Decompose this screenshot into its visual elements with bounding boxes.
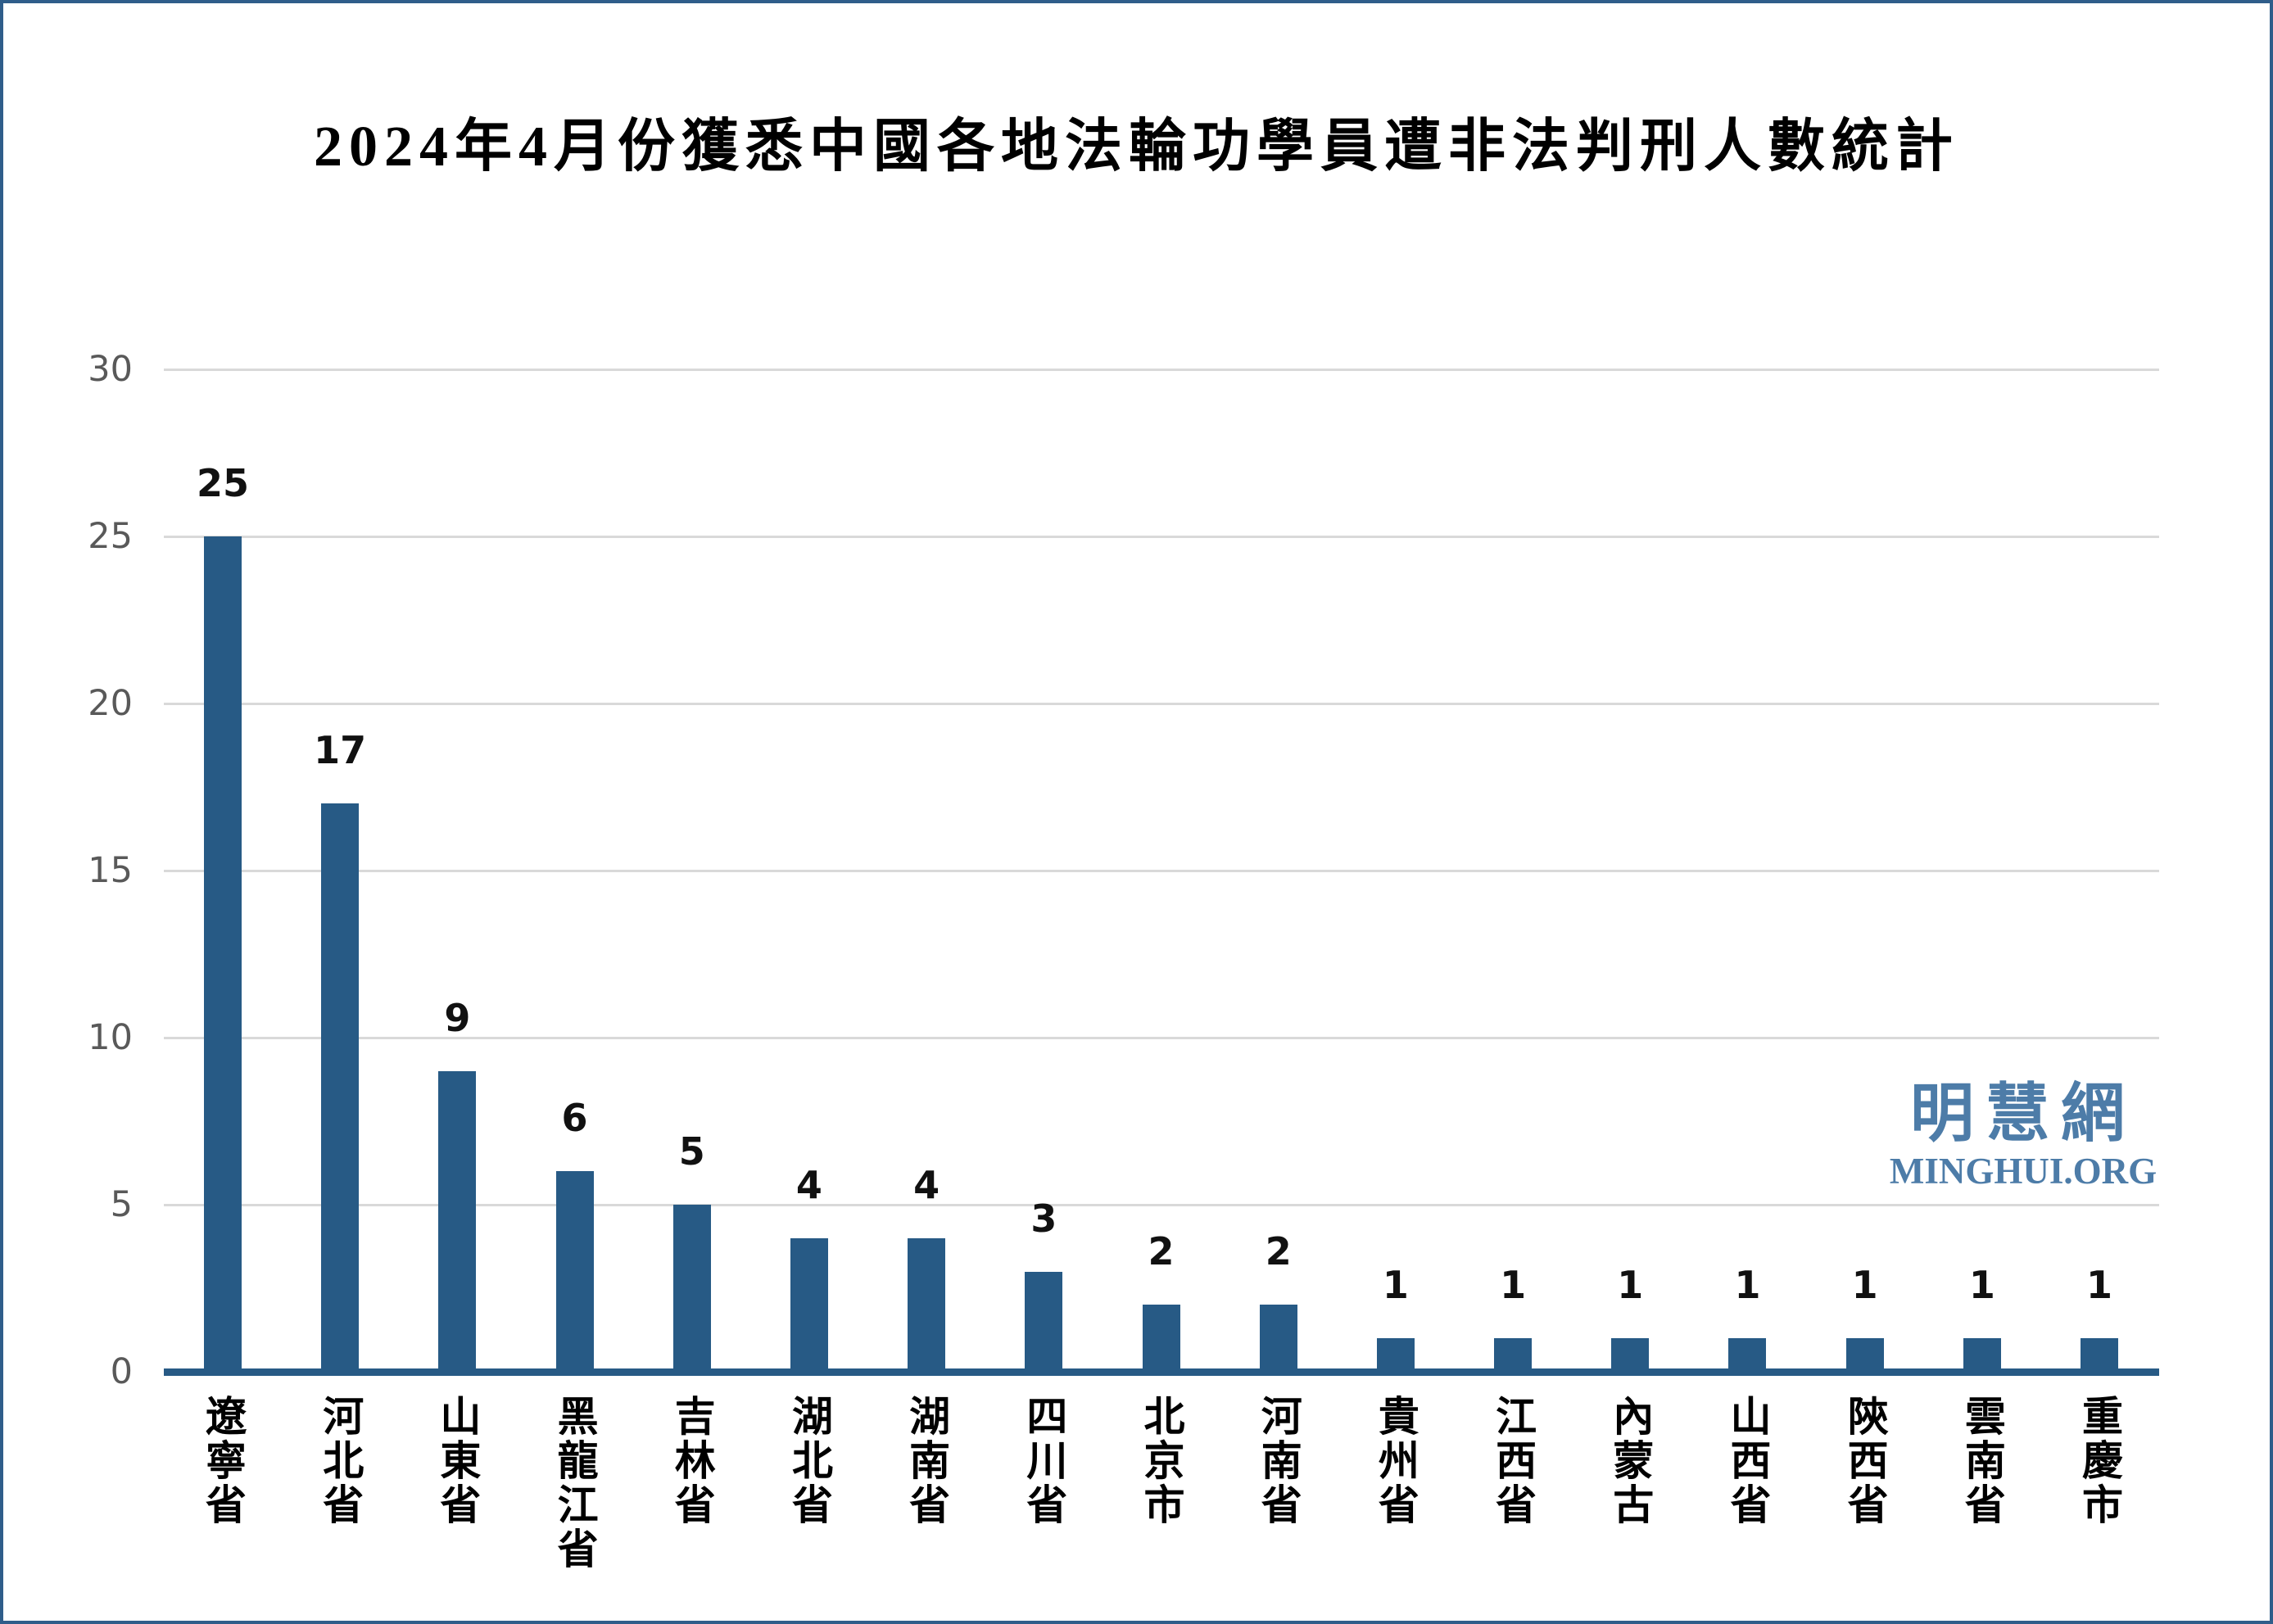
value-label-河北省: 17 <box>314 728 367 773</box>
minghui-watermark-latin: MINGHUI.ORG <box>1889 1151 2158 1192</box>
bar-遼寧省 <box>204 536 242 1372</box>
x-axis-category-label-江西省: 江西省 <box>1490 1395 1537 1527</box>
bar-江西省 <box>1494 1338 1533 1372</box>
bar-河北省 <box>321 803 360 1372</box>
y-axis-tick-label-0: 0 <box>110 1351 133 1392</box>
chart-title: 2024年4月份獲悉中國各地法輪功學員遭非法判刑人數統計 <box>314 115 1959 179</box>
bar-吉林省 <box>672 1205 711 1372</box>
value-label-河南省: 2 <box>1265 1229 1292 1274</box>
value-label-四川省: 3 <box>1030 1196 1057 1241</box>
gridline-y-10 <box>164 1036 2159 1039</box>
value-label-黑龍江省: 6 <box>561 1096 588 1141</box>
x-axis-category-label-雲南省: 雲南省 <box>1958 1395 2005 1527</box>
x-axis-line <box>164 1368 2159 1376</box>
bar-山東省 <box>438 1070 477 1372</box>
value-label-山西省: 1 <box>1734 1263 1761 1308</box>
x-axis-category-label-貴州省: 貴州省 <box>1372 1395 1419 1527</box>
x-axis-category-label-河南省: 河南省 <box>1255 1395 1302 1527</box>
value-label-遼寧省: 25 <box>196 461 249 505</box>
value-label-湖北省: 4 <box>795 1162 822 1207</box>
value-label-內蒙古: 1 <box>1617 1263 1644 1308</box>
bar-重慶市 <box>2081 1338 2119 1372</box>
bar-北京市 <box>1142 1305 1180 1372</box>
value-label-貴州省: 1 <box>1382 1263 1409 1308</box>
x-axis-category-label-四川省: 四川省 <box>1021 1395 1067 1527</box>
y-axis-tick-label-5: 5 <box>110 1184 133 1225</box>
x-axis-category-label-黑龍江省: 黑龍江省 <box>551 1395 598 1572</box>
y-axis-tick-label-15: 15 <box>88 850 133 891</box>
value-label-吉林省: 5 <box>678 1129 705 1174</box>
gridline-y-20 <box>164 702 2159 705</box>
x-axis-category-label-湖南省: 湖南省 <box>903 1395 950 1527</box>
gridline-y-15 <box>164 869 2159 872</box>
gridline-y-30 <box>164 368 2159 371</box>
gridline-y-25 <box>164 535 2159 538</box>
value-label-湖南省: 4 <box>913 1162 940 1207</box>
x-axis-category-label-重慶市: 重慶市 <box>2076 1395 2123 1527</box>
bar-陝西省 <box>1845 1338 1884 1372</box>
bar-四川省 <box>1025 1271 1063 1372</box>
value-label-江西省: 1 <box>1500 1263 1527 1308</box>
bar-河南省 <box>1259 1305 1297 1372</box>
bar-雲南省 <box>1963 1338 2001 1372</box>
x-axis-category-label-河北省: 河北省 <box>317 1395 364 1527</box>
minghui-watermark: 明慧網 MINGHUI.ORG <box>1876 1079 2171 1191</box>
bar-黑龍江省 <box>555 1171 594 1372</box>
x-axis-category-label-山西省: 山西省 <box>1724 1395 1771 1527</box>
y-axis-tick-label-20: 20 <box>88 683 133 724</box>
bar-貴州省 <box>1376 1338 1415 1372</box>
gridline-y-5 <box>164 1203 2159 1206</box>
bar-內蒙古 <box>1611 1338 1650 1372</box>
value-label-陝西省: 1 <box>1851 1263 1878 1308</box>
minghui-watermark-cjk: 明慧網 <box>1909 1077 2136 1151</box>
x-axis-category-label-北京市: 北京市 <box>1138 1395 1184 1527</box>
bar-湖北省 <box>790 1237 828 1372</box>
value-label-北京市: 2 <box>1148 1229 1175 1274</box>
x-axis-category-label-遼寧省: 遼寧省 <box>200 1395 246 1527</box>
bar-山西省 <box>1728 1338 1767 1372</box>
x-axis-category-label-吉林省: 吉林省 <box>668 1395 715 1527</box>
x-axis-category-label-內蒙古: 內蒙古 <box>1607 1395 1654 1527</box>
x-axis-category-label-山東省: 山東省 <box>434 1395 481 1527</box>
bar-湖南省 <box>908 1237 946 1372</box>
x-axis-category-label-陝西省: 陝西省 <box>1841 1395 1888 1527</box>
x-axis-category-label-湖北省: 湖北省 <box>786 1395 832 1527</box>
y-axis-tick-label-25: 25 <box>88 516 133 557</box>
value-label-山東省: 9 <box>444 995 471 1040</box>
y-axis-tick-label-10: 10 <box>88 1017 133 1058</box>
value-label-雲南省: 1 <box>1968 1263 1995 1308</box>
y-axis-tick-label-30: 30 <box>88 349 133 390</box>
value-label-重慶市: 1 <box>2086 1263 2113 1308</box>
